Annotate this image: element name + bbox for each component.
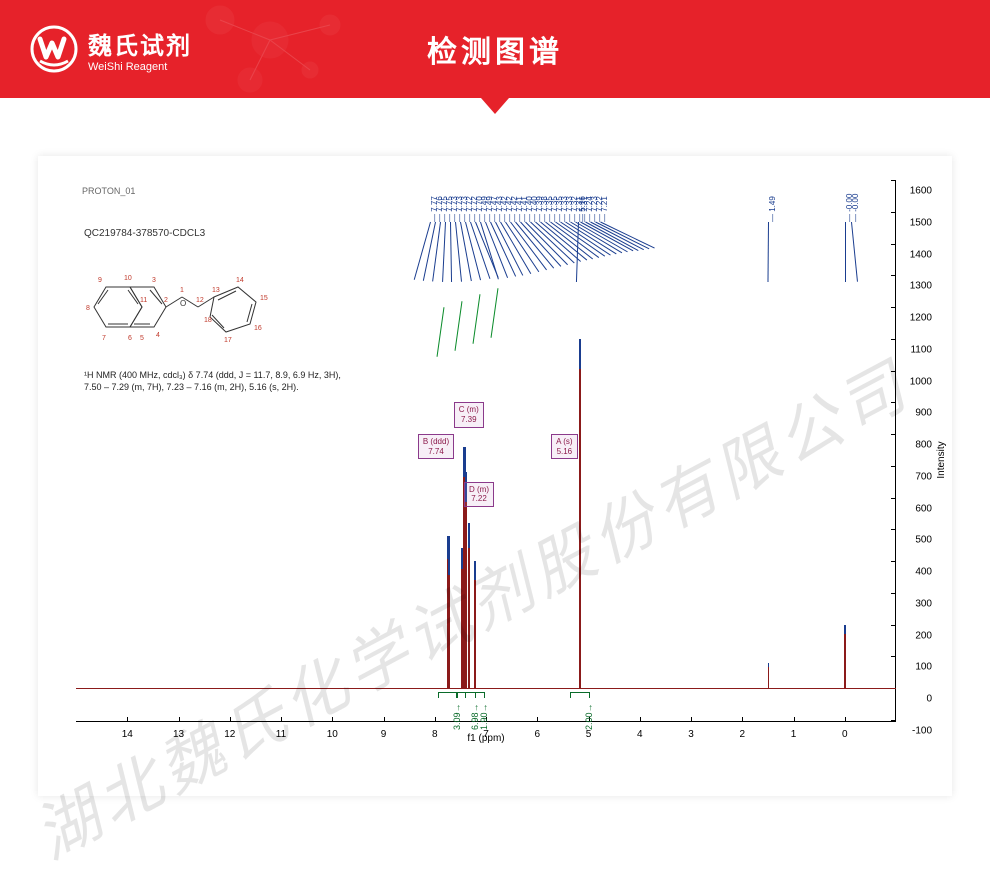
nmr-description: ¹H NMR (400 MHz, cdcl₃) δ 7.74 (ddd, J =… — [84, 370, 341, 393]
x-tick-label: 10 — [327, 729, 338, 740]
nmr-plot: PROTON_01 QC219784-378570-CDCL3 — 7.77— … — [76, 180, 896, 740]
svg-text:12: 12 — [196, 297, 204, 304]
x-tick-label: 3 — [688, 729, 694, 740]
svg-text:4: 4 — [156, 332, 160, 339]
peak-ppm-label: — 7.21 — [600, 196, 609, 222]
x-tick-label: 12 — [224, 729, 235, 740]
x-tick-label: 13 — [173, 729, 184, 740]
x-tick-label: 4 — [637, 729, 643, 740]
svg-text:7: 7 — [102, 335, 106, 342]
nmr-peak — [579, 339, 581, 688]
svg-text:10: 10 — [124, 275, 132, 282]
nmr-peak — [448, 555, 450, 688]
x-tick-label: 1 — [791, 729, 797, 740]
svg-text:17: 17 — [224, 337, 232, 344]
y-tick-label: 800 — [902, 440, 932, 451]
y-tick-label: -100 — [902, 726, 932, 737]
svg-text:8: 8 — [86, 305, 90, 312]
y-tick-label: 200 — [902, 630, 932, 641]
integral-value: 1.90→ — [479, 704, 489, 731]
y-tick-label: 500 — [902, 535, 932, 546]
page-title: 检测图谱 — [427, 27, 563, 71]
y-tick-label: 1400 — [902, 249, 932, 260]
y-tick-label: 300 — [902, 598, 932, 609]
peak-annotation-box: B (ddd)7.74 — [418, 434, 454, 459]
x-tick-label: 11 — [276, 729, 286, 740]
nmr-peak — [468, 523, 470, 688]
svg-text:18: 18 — [204, 317, 212, 324]
nmr-desc-line2: 7.50 – 7.29 (m, 7H), 7.23 – 7.16 (m, 2H)… — [84, 382, 341, 394]
svg-text:3: 3 — [152, 277, 156, 284]
svg-text:16: 16 — [254, 325, 262, 332]
x-tick-label: 14 — [122, 729, 133, 740]
y-tick-label: 1500 — [902, 217, 932, 228]
nmr-peak — [768, 663, 769, 688]
header-pointer-icon — [481, 98, 509, 114]
logo-text-en: WeiShi Reagent — [88, 61, 192, 73]
svg-text:5: 5 — [140, 335, 144, 342]
svg-text:2: 2 — [164, 297, 168, 304]
peak-ppm-label: — 1.49 — [768, 196, 777, 222]
svg-text:14: 14 — [236, 277, 244, 284]
nmr-peak — [474, 561, 476, 688]
peak-annotation-box: A (s)5.16 — [551, 434, 577, 459]
logo-text-cn: 魏氏试剂 — [88, 26, 192, 61]
svg-text:6: 6 — [128, 335, 132, 342]
svg-text:9: 9 — [98, 277, 102, 284]
nmr-spectrum-panel: PROTON_01 QC219784-378570-CDCL3 — 7.77— … — [38, 156, 952, 796]
peak-ppm-label: — 5.16 — [578, 196, 587, 222]
y-tick-label: 1200 — [902, 313, 932, 324]
svg-text:O: O — [180, 299, 186, 308]
peak-annotation-box: C (m)7.39 — [454, 402, 484, 427]
logo-icon — [30, 25, 78, 73]
peak-annotation-box: D (m)7.22 — [464, 482, 494, 507]
integral-value: 2.00→ — [584, 704, 594, 731]
svg-text:15: 15 — [260, 295, 268, 302]
y-tick-label: 700 — [902, 471, 932, 482]
sample-id-label: QC219784-378570-CDCL3 — [84, 228, 205, 239]
y-tick-label: 900 — [902, 408, 932, 419]
molecule-structure: 123 456 789 1011 1213 1415 161718 O — [84, 252, 284, 362]
x-tick-label: 7 — [483, 729, 489, 740]
y-axis-label: Intensity — [936, 441, 947, 478]
x-tick-label: 8 — [432, 729, 438, 740]
bg-molecule-decoration — [180, 0, 400, 110]
y-tick-label: 1300 — [902, 281, 932, 292]
svg-text:11: 11 — [140, 297, 147, 304]
peak-ppm-label: — -0.00 — [851, 194, 860, 222]
y-tick-label: 100 — [902, 662, 932, 673]
y-tick-label: 1000 — [902, 376, 932, 387]
y-axis-right — [895, 180, 896, 720]
x-tick-label: 0 — [842, 729, 848, 740]
x-tick-label: 6 — [534, 729, 540, 740]
nmr-peak — [844, 625, 846, 689]
x-tick-label: 9 — [381, 729, 387, 740]
x-tick-label: 2 — [739, 729, 745, 740]
experiment-label: PROTON_01 — [82, 186, 135, 196]
nmr-desc-line1: ¹H NMR (400 MHz, cdcl₃) δ 7.74 (ddd, J =… — [84, 370, 341, 382]
y-tick-label: 0 — [902, 694, 932, 705]
y-tick-label: 1600 — [902, 186, 932, 197]
x-tick-label: 5 — [586, 729, 592, 740]
svg-text:1: 1 — [180, 287, 184, 294]
integral-value: 3.09→ — [452, 704, 462, 731]
y-tick-label: 600 — [902, 503, 932, 514]
header-banner: 魏氏试剂 WeiShi Reagent 检测图谱 — [0, 0, 990, 98]
y-tick-label: 1100 — [902, 344, 932, 355]
y-tick-label: 400 — [902, 567, 932, 578]
logo: 魏氏试剂 WeiShi Reagent — [30, 25, 192, 73]
svg-text:13: 13 — [212, 287, 220, 294]
